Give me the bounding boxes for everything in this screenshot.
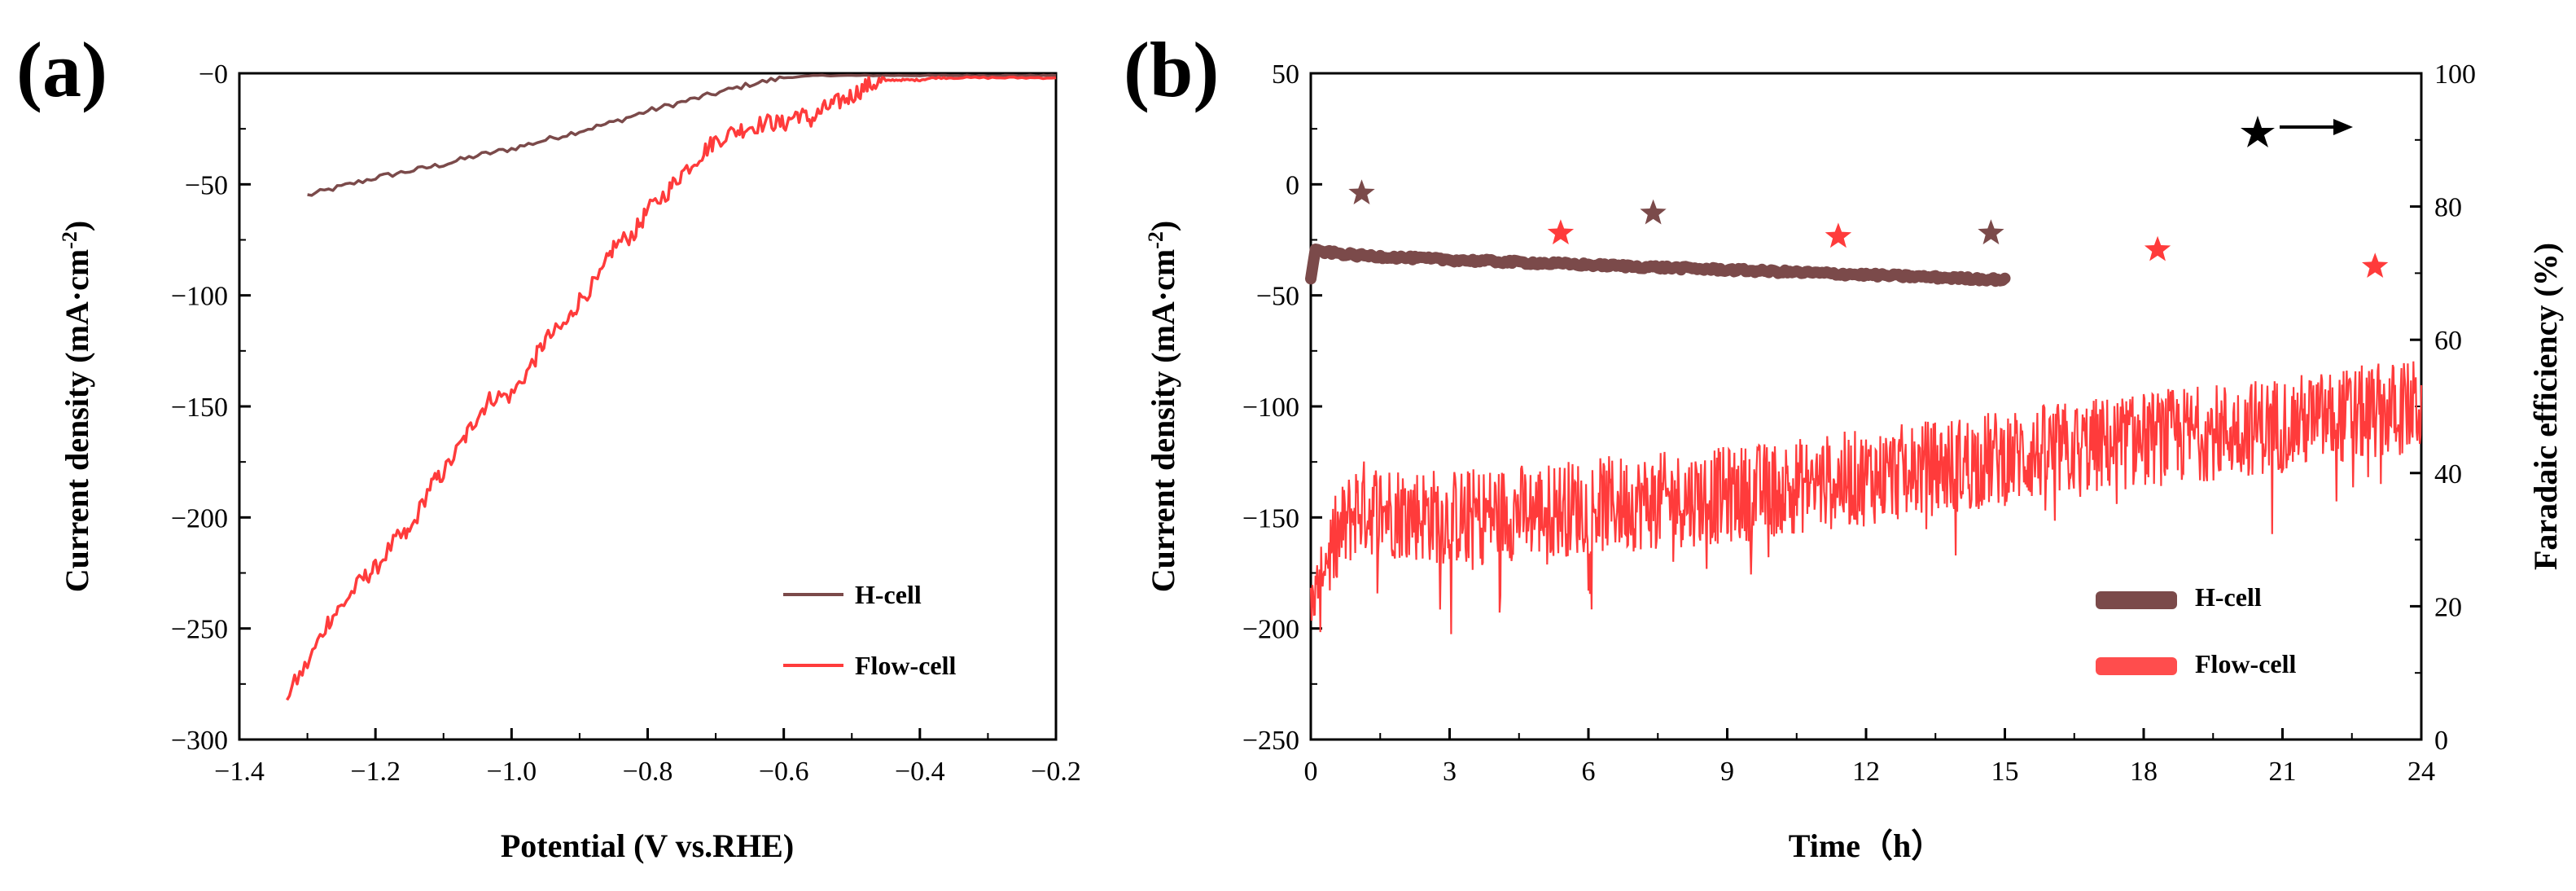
y-right-tick-label: 100 xyxy=(2434,59,2476,90)
x-tick-label: −0.6 xyxy=(759,757,809,787)
legend-label-flow-cell: Flow-cell xyxy=(855,651,957,680)
panel-b-legend: H-cell Flow-cell xyxy=(2096,582,2297,678)
x-tick-label: −1.2 xyxy=(350,757,401,787)
fe-star-flow-cell xyxy=(2362,252,2389,278)
y-tick-label: −50 xyxy=(185,170,228,200)
panel-a: (a) −1.4 −1.2 −1.0 −0.8 −0.6 −0.4 −0.2 −0 −50 −1… xyxy=(16,26,1081,864)
x-tick-label: −1.4 xyxy=(214,757,265,787)
arrow-right-icon xyxy=(2333,119,2353,135)
x-tick-label: −0.2 xyxy=(1031,757,1081,787)
x-tick-label: 24 xyxy=(2407,757,2435,787)
panel-a-label: (a) xyxy=(16,26,107,113)
fe-star-flow-cell xyxy=(2144,235,2171,261)
y-tick-label: −150 xyxy=(1242,503,1299,533)
y-right-tick-label: 60 xyxy=(2434,326,2462,356)
x-tick-label: −1.0 xyxy=(486,757,537,787)
y-tick-label: −250 xyxy=(171,615,228,645)
legend-label-flow-cell: Flow-cell xyxy=(2195,649,2297,678)
y-right-tick-label: 20 xyxy=(2434,592,2462,622)
annotation-star-icon xyxy=(2241,116,2275,147)
x-tick-label: 21 xyxy=(2269,757,2297,787)
x-tick-label: 6 xyxy=(1582,757,1596,787)
panel-b: (b) 0 3 6 9 12 15 18 21 24 50 0 −50 −100 −150 −200 −25… xyxy=(1124,26,2564,864)
panel-b-y-axis-label: Current density (mA·cm-2) xyxy=(1144,221,1182,592)
x-tick-label: 0 xyxy=(1304,757,1318,787)
y-tick-label: −200 xyxy=(171,503,228,533)
y-right-tick-label: 80 xyxy=(2434,193,2462,223)
panel-b-fe-annotation xyxy=(2241,116,2353,147)
fe-star-h-cell xyxy=(1978,219,2004,245)
x-tick-label: −0.8 xyxy=(623,757,673,787)
legend-swatch-h-cell xyxy=(2096,591,2177,609)
panel-b-label: (b) xyxy=(1124,26,1219,113)
y-tick-label: −300 xyxy=(171,726,228,756)
y-tick-label: −50 xyxy=(1256,282,1299,312)
fe-star-h-cell xyxy=(1348,179,1375,204)
series-line-h-cell xyxy=(307,73,1057,197)
y-right-tick-label: 40 xyxy=(2434,459,2462,489)
legend-label-h-cell: H-cell xyxy=(855,580,922,609)
legend-swatch-flow-cell xyxy=(2096,657,2177,675)
x-tick-label: 9 xyxy=(1720,757,1734,787)
x-tick-label: 12 xyxy=(1852,757,1880,787)
series-line-flow-cell xyxy=(285,75,1057,701)
panel-a-x-axis-label: Potential (V vs.RHE) xyxy=(501,827,794,864)
legend-label-h-cell: H-cell xyxy=(2195,582,2262,612)
y-tick-label: −100 xyxy=(1242,393,1299,423)
x-tick-label: 18 xyxy=(2130,757,2158,787)
panel-b-x-axis-label: Time（h） xyxy=(1789,827,1943,864)
x-tick-label: 3 xyxy=(1443,757,1457,787)
fe-star-flow-cell xyxy=(1547,219,1575,245)
series-line-h-cell xyxy=(1305,244,2011,287)
y-tick-label: −250 xyxy=(1242,726,1299,756)
panel-a-y-axis-label: Current density (mA·cm-2) xyxy=(58,221,96,592)
y-tick-label: 50 xyxy=(1272,59,1299,90)
panel-a-frame xyxy=(238,72,1058,741)
y-tick-label: −0 xyxy=(199,59,228,90)
y-tick-label: −100 xyxy=(171,282,228,312)
fe-star-flow-cell xyxy=(1825,222,1852,248)
fe-star-h-cell xyxy=(1640,199,1667,225)
x-tick-label: 15 xyxy=(1991,757,2019,787)
panel-a-legend: H-cell Flow-cell xyxy=(783,580,957,680)
x-tick-label: −0.4 xyxy=(895,757,945,787)
y-tick-label: −150 xyxy=(171,393,228,423)
y-tick-label: −200 xyxy=(1242,615,1299,645)
y-right-tick-label: 0 xyxy=(2434,726,2448,756)
series-line-flow-cell xyxy=(1309,361,2423,634)
y-tick-label: 0 xyxy=(1286,170,1299,200)
panel-b-y-right-axis-label: Faradaic efficiency (%) xyxy=(2527,243,2564,570)
